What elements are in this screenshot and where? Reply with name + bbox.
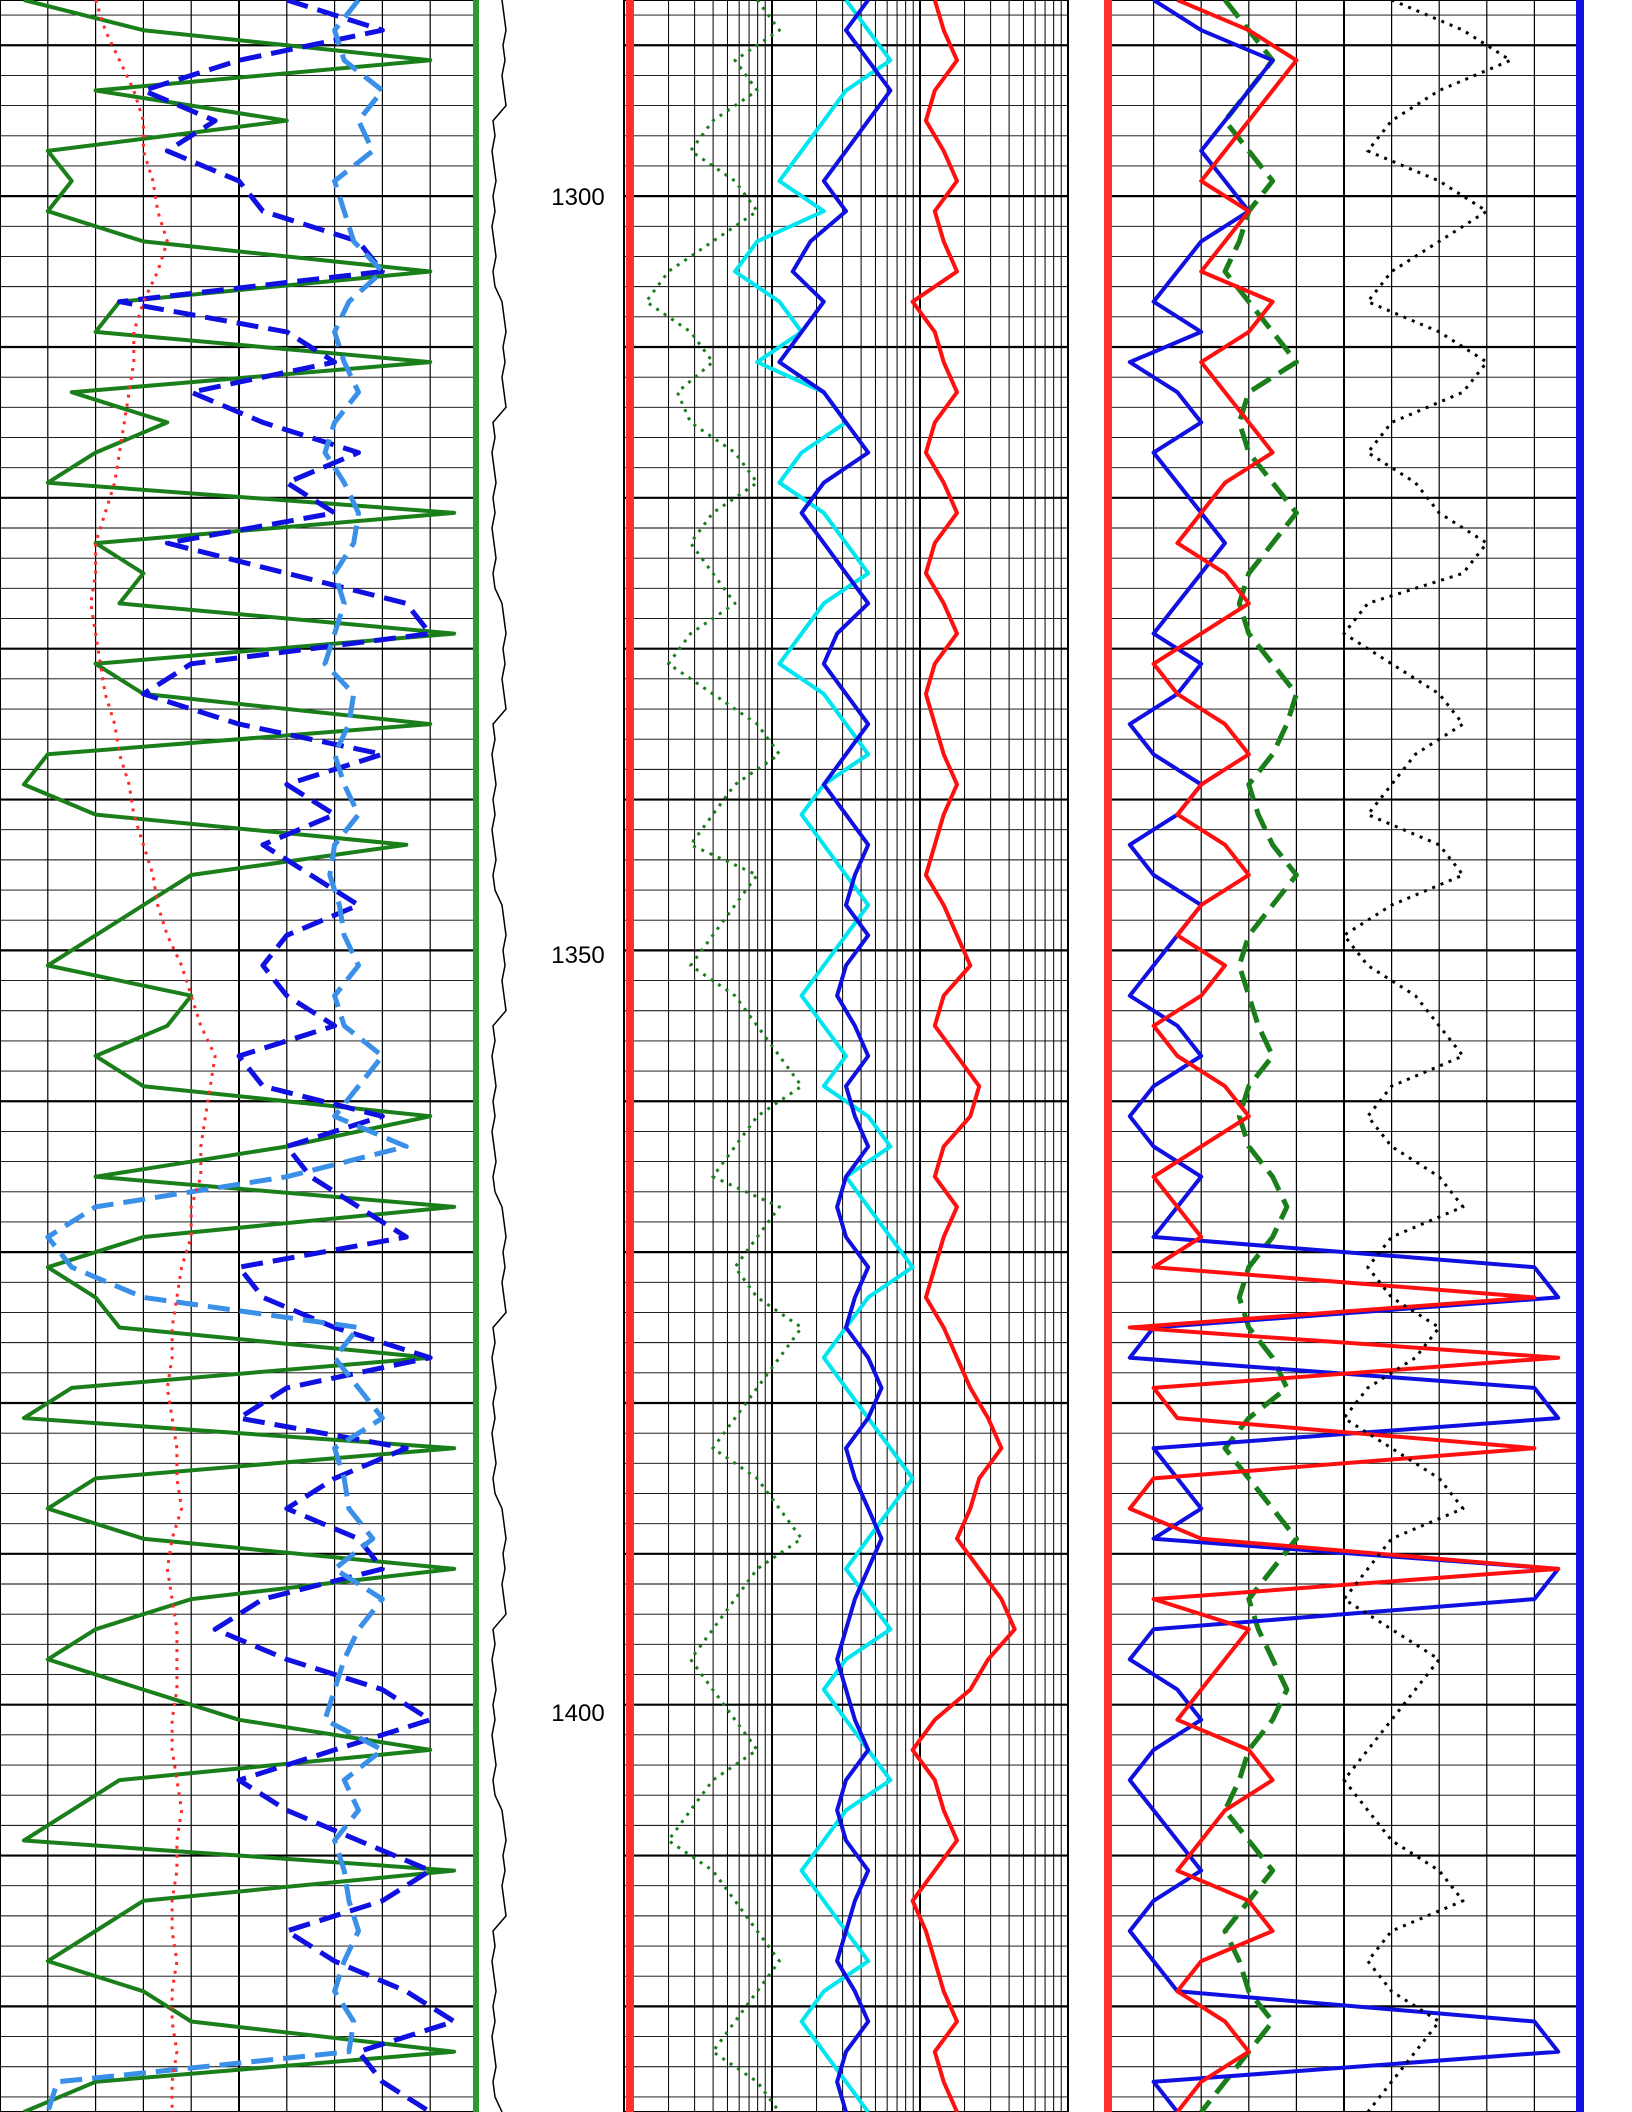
depth-label-1400: 1400 <box>551 1700 604 1727</box>
track-3-series <box>1127 0 1561 2112</box>
track-1-curve-3 <box>45 0 409 2112</box>
caliper-curve <box>491 0 507 2112</box>
flag-strip-blue <box>1576 0 1584 2112</box>
flag-strip-red-1 <box>626 0 634 2112</box>
track-2-series <box>644 0 1017 2112</box>
track-3-curve-3 <box>1127 0 1561 2112</box>
track-1-series <box>21 0 457 2112</box>
track-1-grid <box>0 0 479 2112</box>
depth-label-1300: 1300 <box>551 184 604 211</box>
track-3-grid <box>1105 0 1583 2112</box>
track-2-curve-3 <box>777 0 893 2112</box>
track-2-curve-2 <box>733 0 915 2112</box>
track-3-curve-4 <box>1342 0 1513 2112</box>
depth-axis: 1300 1350 1400 <box>551 184 604 1727</box>
flag-strips <box>473 0 1584 2112</box>
track-1-curve-1 <box>21 0 457 2112</box>
depth-label-1350: 1350 <box>551 942 604 969</box>
caliper-line <box>491 0 507 2112</box>
flag-strip-red-2 <box>1104 0 1112 2112</box>
track-3-curve-1 <box>1199 0 1299 2112</box>
track-1-curve-4 <box>89 0 217 2112</box>
track-1-curve-2 <box>117 0 457 2112</box>
track-3-curve-2 <box>1127 0 1561 2112</box>
flag-strip-green <box>473 0 479 2112</box>
track-2-curve-4 <box>910 0 1017 2112</box>
